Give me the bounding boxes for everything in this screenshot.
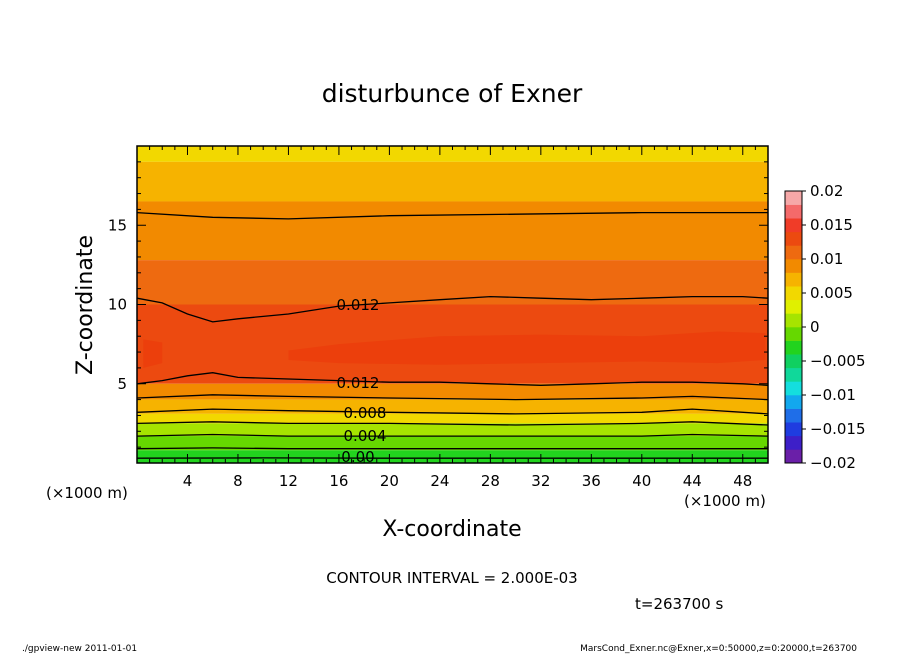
y-axis-ticks: 5 10 15 xyxy=(108,161,768,448)
colorbar-band xyxy=(785,313,802,328)
contour-label: 0.008 xyxy=(344,404,387,422)
footer-right: MarsCond_Exner.nc@Exner,x=0:50000,z=0:20… xyxy=(580,644,857,654)
colorbar-band xyxy=(785,367,802,382)
x-unit-label-left: (×1000 m) xyxy=(46,484,128,502)
contour-label: 0.00 xyxy=(341,448,374,466)
contour-label: 0.004 xyxy=(344,427,387,445)
x-tick-label: 40 xyxy=(632,472,651,490)
contour-line xyxy=(136,447,768,450)
colorbar-band xyxy=(785,259,802,273)
x-tick-label: 32 xyxy=(531,472,550,490)
plot-area: 0.012 0.012 0.008 0.004 0.00 4 8 12 16 20 24 2… xyxy=(108,145,769,490)
colorbar-band xyxy=(785,381,802,396)
colorbar-band xyxy=(785,191,802,205)
colorbar-band xyxy=(785,395,802,409)
colorbar-label: 0.01 xyxy=(810,250,843,268)
y-tick-label: 5 xyxy=(117,375,127,393)
colorbar-band xyxy=(785,422,802,437)
contour-label-group: 0.012 0.012 0.008 0.004 0.00 xyxy=(337,296,387,466)
chart-title: disturbunce of Exner xyxy=(322,79,583,108)
footer-left: ./gpview-new 2011-01-01 xyxy=(22,644,137,654)
y-tick-label: 10 xyxy=(108,296,127,314)
colorbar-bands xyxy=(785,191,802,464)
colorbar-label: 0 xyxy=(810,318,820,336)
contour-lines xyxy=(136,211,769,459)
maximum-band xyxy=(143,339,163,368)
y-tick-label: 15 xyxy=(108,216,127,234)
x-tick-label: 4 xyxy=(183,472,193,490)
filled-band xyxy=(137,146,768,162)
colorbar-band xyxy=(785,435,802,450)
x-tick-label: 16 xyxy=(329,472,348,490)
colorbar: 0.02 0.015 0.01 0.005 0 −0.005 −0.01 −0.015 −0.0… xyxy=(784,182,866,472)
time-label: t=263700 s xyxy=(635,595,723,613)
filled-band xyxy=(137,383,768,400)
colorbar-band xyxy=(785,286,802,301)
contour-line xyxy=(136,372,769,386)
x-axis-ticks: 4 8 12 16 20 24 28 32 36 40 44 48 xyxy=(149,146,756,490)
contour-interval-note: CONTOUR INTERVAL = 2.000E-03 xyxy=(326,569,577,587)
contour-label: 0.012 xyxy=(337,296,380,314)
colorbar-band xyxy=(785,218,802,233)
contour-label: 0.012 xyxy=(337,374,380,392)
contour-line xyxy=(136,408,769,415)
colorbar-band xyxy=(785,231,802,246)
x-tick-label: 48 xyxy=(733,472,752,490)
colorbar-band xyxy=(785,299,802,314)
x-axis-title: X-coordinate xyxy=(382,517,521,542)
maximum-region xyxy=(143,331,766,368)
filled-band xyxy=(137,201,768,261)
colorbar-band xyxy=(785,354,802,369)
colorbar-band xyxy=(785,272,802,287)
x-tick-label: 8 xyxy=(233,472,243,490)
x-tick-label: 28 xyxy=(481,472,500,490)
x-tick-label: 36 xyxy=(582,472,601,490)
colorbar-band xyxy=(785,245,802,260)
x-tick-label: 24 xyxy=(430,472,449,490)
filled-band xyxy=(137,413,768,424)
colorbar-label: −0.015 xyxy=(810,420,866,438)
contour-line xyxy=(136,394,769,401)
x-tick-label: 12 xyxy=(279,472,298,490)
filled-band xyxy=(137,399,768,414)
colorbar-band xyxy=(785,327,802,341)
x-tick-label: 20 xyxy=(380,472,399,490)
y-axis-title: Z-coordinate xyxy=(73,235,98,375)
filled-bands xyxy=(137,146,768,463)
filled-band xyxy=(137,450,768,463)
x-tick-label: 44 xyxy=(683,472,702,490)
colorbar-band xyxy=(785,340,802,355)
x-unit-label-right: (×1000 m) xyxy=(684,492,766,510)
contour-line xyxy=(136,295,769,323)
filled-band xyxy=(137,436,768,451)
colorbar-label: 0.015 xyxy=(810,216,853,234)
colorbar-label: 0.005 xyxy=(810,284,853,302)
colorbar-label: 0.02 xyxy=(810,182,843,200)
contour-line xyxy=(136,211,768,220)
colorbar-labels: 0.02 0.015 0.01 0.005 0 −0.005 −0.01 −0.015 −0.0… xyxy=(802,182,866,472)
colorbar-band xyxy=(785,408,802,423)
maximum-band xyxy=(288,331,766,365)
colorbar-label: −0.01 xyxy=(810,386,856,404)
colorbar-band xyxy=(785,449,802,464)
filled-band xyxy=(137,423,768,437)
contour-line xyxy=(136,421,769,426)
colorbar-label: −0.005 xyxy=(810,352,866,370)
contour-line xyxy=(136,433,769,437)
colorbar-label: −0.02 xyxy=(810,454,856,472)
colorbar-band xyxy=(785,204,802,219)
filled-band xyxy=(137,161,768,202)
